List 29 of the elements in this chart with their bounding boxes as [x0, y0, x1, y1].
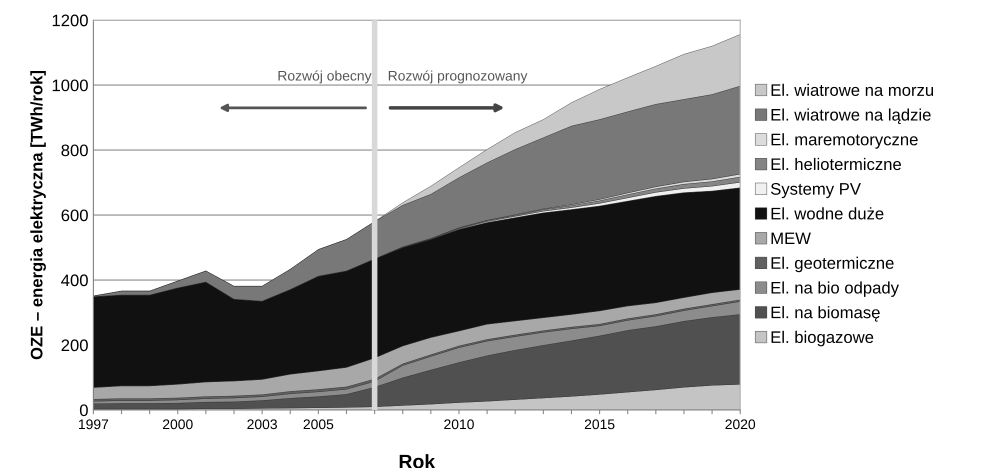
y-tick-label: 0: [80, 404, 88, 416]
legend-label: El. maremotoryczne: [772, 133, 918, 149]
y-tick-label: 1200: [52, 14, 88, 26]
annotation: Rozwój prognozowany: [388, 70, 528, 84]
annotation: Rozwój obecny: [278, 70, 372, 84]
x-tick-label: 2015: [584, 419, 614, 430]
legend-label: El. na bio odpady: [772, 281, 899, 297]
y-tick-label: 200: [62, 339, 88, 352]
legend-label: El. biogazowe: [772, 330, 874, 346]
x-tick-label: 2020: [725, 419, 756, 430]
x-tick-label: 1997: [78, 419, 108, 430]
legend-label: El. wodne duże: [772, 207, 884, 220]
x-axis-title: Rok: [400, 454, 436, 468]
y-tick-label: 400: [61, 274, 88, 286]
y-tick-label: 1000: [52, 80, 88, 92]
legend-label: El. wiatrowe na morzu: [772, 84, 934, 96]
x-tick-label: 2003: [247, 419, 277, 430]
legend-label: Systemy PV: [770, 183, 861, 198]
y-tick-label: 600: [62, 209, 88, 222]
legend-label: El. geotermiczne: [772, 256, 894, 272]
legend-label: MEW: [772, 232, 811, 244]
legend-label: El. heliotermiczne: [772, 158, 901, 170]
y-tick-label: 800: [61, 144, 88, 156]
legend-label: El. wiatrowe na lądzie: [772, 108, 931, 124]
y-axis-title: OZE – energia elektryczna [TWh/rok]: [30, 71, 46, 360]
x-tick-label: 2010: [444, 419, 474, 430]
legend-label: El. na biomasę: [772, 306, 880, 322]
x-tick-label: 2005: [304, 419, 334, 430]
x-tick-label: 2000: [163, 419, 193, 430]
